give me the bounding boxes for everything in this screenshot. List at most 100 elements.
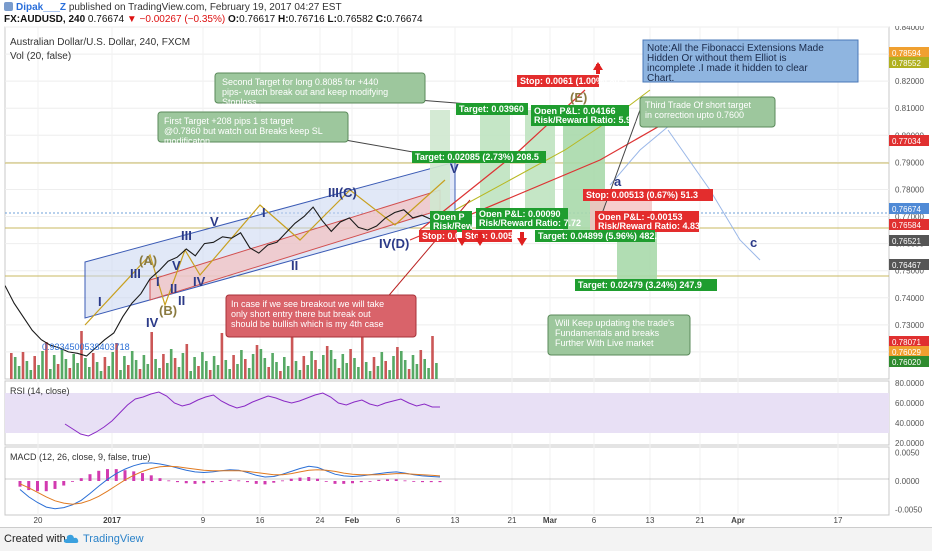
volume-bar: [407, 369, 411, 379]
volume-bar: [431, 336, 434, 379]
macd-hist-bar: [228, 479, 232, 481]
trade-box-label: Open P: [433, 212, 465, 222]
macd-hist-bar: [44, 481, 48, 492]
footer: Created with TradingView: [0, 527, 932, 551]
price-tag: [889, 219, 929, 230]
macd-hist-bar: [88, 474, 92, 481]
volume-bar: [247, 368, 251, 379]
volume-bar: [427, 368, 430, 379]
volume-bar: [216, 365, 220, 379]
wave-label: III: [181, 228, 192, 243]
trade-box-label: Target: 0.03960: [459, 104, 524, 114]
macd-hist-bar: [184, 481, 188, 484]
price-tag-label: 0.76521: [892, 237, 921, 246]
volume-bar: [318, 369, 321, 379]
volume-bar: [185, 344, 189, 379]
price-y-axis: 0.840000.830000.820000.810000.800000.790…: [895, 26, 924, 357]
volume-bar: [123, 356, 126, 379]
low-label: L:: [327, 14, 337, 25]
macd-hist-bar: [193, 481, 197, 484]
volume-bar: [134, 360, 138, 379]
volume-bar: [127, 365, 130, 379]
trade-box: [535, 230, 655, 242]
wave-label: I: [262, 205, 266, 220]
volume-bar: [197, 366, 200, 379]
volume-bar: [99, 371, 103, 379]
volume-bar: [415, 364, 419, 379]
target-zone: [480, 110, 510, 218]
volume-bar: [372, 357, 376, 379]
signal-line: [19, 465, 441, 505]
volume-bar: [388, 370, 391, 379]
wave-label: (E): [570, 90, 587, 105]
high-value: 0.76716: [288, 14, 325, 25]
x-tick-label: 16: [256, 516, 265, 525]
volume-bar: [25, 361, 29, 379]
macd-hist-bar: [403, 480, 407, 482]
macd-hist-bar: [176, 481, 179, 483]
macd-hist-bar: [71, 481, 74, 482]
macd-hist-bar: [123, 470, 127, 481]
volume-bar: [396, 347, 399, 379]
volume-bar: [107, 366, 111, 379]
wave-label: IV: [193, 274, 206, 289]
volume-bar: [353, 358, 356, 379]
macd-histogram: [18, 469, 442, 492]
macd-hist-bar: [368, 481, 372, 482]
macd-hist-bar: [316, 478, 319, 481]
volume-bar: [271, 353, 274, 379]
macd-hist-bar: [219, 481, 223, 482]
macd-hist-bar: [36, 481, 39, 492]
trade-box-label: Target: 0.02479 (3.24%) 247.9: [578, 280, 702, 290]
volume-bar: [255, 345, 259, 379]
macd-hist-bar: [97, 470, 101, 481]
price-tag: [889, 336, 929, 347]
rsi-tick-label: 40.0000: [895, 419, 924, 428]
volume-bar: [306, 365, 309, 379]
volume-bar: [240, 350, 243, 379]
x-tick-label: Mar: [543, 516, 557, 525]
volume-bar: [208, 370, 212, 379]
macd-hist-bar: [421, 481, 424, 483]
volume-bar: [298, 370, 302, 379]
macd-hist-bar: [202, 481, 206, 484]
volume-bar: [68, 368, 72, 379]
y-tick-label: 0.82000: [895, 77, 924, 86]
down-arrow-icon: [520, 232, 524, 240]
macd-hist-bar: [149, 475, 153, 481]
volume-bar: [322, 355, 325, 379]
macd-hist-bar: [272, 481, 276, 483]
note-first-target: First Target +208 pips 1 st target @0.786…: [157, 111, 349, 146]
author-link[interactable]: Dipak___Z: [16, 2, 67, 13]
price-tag-label: 0.78071: [892, 338, 921, 347]
price-tag: [889, 203, 929, 214]
rsi-title: RSI (14, close): [10, 386, 70, 396]
volume-bar: [392, 356, 395, 379]
macd-hist-bar: [27, 481, 31, 491]
y-tick-label: 0.73000: [895, 321, 924, 330]
trade-box-label: Target: 0.02085 (2.73%) 208.5: [415, 152, 539, 162]
macd-hist-bar: [377, 479, 381, 481]
trade-box: [462, 230, 512, 242]
volume-bar: [368, 371, 372, 379]
trade-box: [430, 220, 472, 232]
price-tag: [889, 235, 929, 246]
volume-bar: [37, 365, 40, 379]
volume-bar: [423, 359, 426, 379]
volume-bar: [435, 363, 438, 379]
trade-box-label: Stop: 0.0053: [465, 231, 518, 241]
chart-canvas[interactable]: 20 2017 9 16 24 Feb 6 13 21 Mar 6 13 21 Apr 17 0.84000…: [0, 26, 932, 528]
wave-label: (B): [159, 303, 177, 318]
macd-hist-bar: [167, 480, 171, 482]
x-tick-label: Feb: [345, 516, 359, 525]
volume-bar: [302, 356, 306, 379]
close-label: C:: [375, 14, 387, 25]
trade-box: [595, 220, 699, 232]
volume-bar: [166, 363, 169, 379]
footer-brand-link[interactable]: TradingView: [83, 533, 144, 545]
volume-bars: [10, 331, 438, 379]
wave-label: II: [178, 293, 185, 308]
volume-bar: [146, 364, 150, 379]
chart-title: Australian Dollar/U.S. Dollar, 240, FXCM: [10, 37, 190, 48]
open-label: O:: [227, 14, 240, 25]
